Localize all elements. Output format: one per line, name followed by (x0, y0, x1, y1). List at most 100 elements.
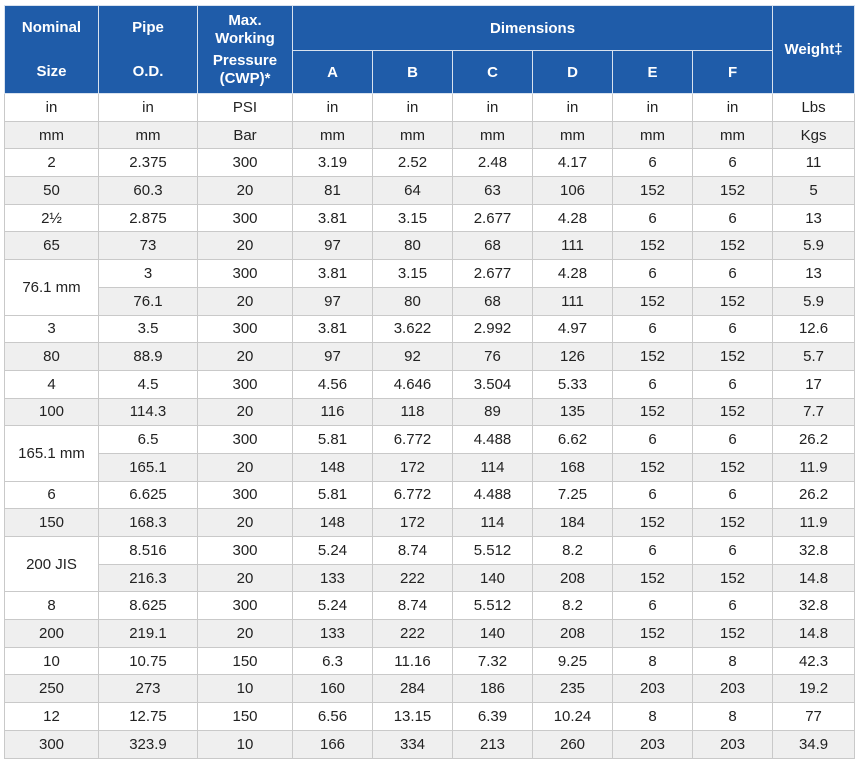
data-cell: 172 (372, 452, 453, 482)
data-row: 76.1 mm 3 300 3.81 3.15 2.677 4.28 6 6 13 (4, 259, 856, 316)
data-cell: 6 (691, 148, 774, 178)
spec-table: Nominal Size Pipe O.D. Max. Working Pressur… (4, 5, 856, 759)
data-row: 10 10.75 150 6.3 11.16 7.32 9.25 8 8 42.3 (4, 646, 856, 676)
data-cell: 97 (292, 231, 373, 261)
data-cell: 6 (691, 203, 774, 233)
data-cell: 11 (772, 148, 856, 178)
data-row: 165.1 mm 6.5 300 5.81 6.772 4.488 6.62 6 6 26.2 (4, 425, 856, 482)
data-cell: 152 (612, 176, 693, 205)
data-cell: 6 (691, 480, 774, 510)
data-cell: 165.1 (98, 452, 198, 482)
data-cell: 88.9 (98, 342, 198, 371)
data-cell: 6 (691, 259, 774, 288)
data-cell: 6.772 (372, 425, 453, 454)
data-cell: 26.2 (772, 480, 856, 510)
data-cell: 2.52 (372, 148, 453, 178)
data-cell: 20 (197, 286, 293, 316)
data-cell: 20 (197, 176, 293, 205)
unit-cell: mm (612, 120, 693, 150)
data-row: 80 88.9 20 97 92 76 126 152 152 5.7 (4, 342, 856, 371)
data-cell: 140 (452, 563, 533, 593)
data-cell: 10 (4, 646, 99, 676)
unit-row: in in PSI in in in in in in Lbs (4, 93, 856, 122)
data-cell: 5.512 (452, 536, 533, 565)
data-cell: 3.81 (292, 314, 373, 344)
data-cell: 20 (197, 619, 293, 648)
header-cell: Weight‡ (772, 5, 856, 94)
data-cell: 8.74 (372, 591, 453, 621)
data-cell: 8.625 (98, 591, 198, 621)
data-cell: 77 (772, 702, 856, 731)
data-cell: 168 (532, 452, 613, 482)
data-cell: 6.5 (98, 425, 198, 454)
header-cell: Max. Working Pressure (CWP)* (197, 5, 293, 94)
data-cell: 8 (691, 646, 774, 676)
data-cell: 168.3 (98, 508, 198, 537)
data-cell: 273 (98, 674, 198, 704)
data-cell: 160 (292, 674, 373, 704)
data-cell: 300 (197, 148, 293, 178)
data-cell: 300 (197, 536, 293, 565)
data-cell: 76 (452, 342, 533, 371)
data-cell: 5.9 (772, 231, 856, 261)
header-text: O.D. (132, 62, 164, 80)
data-row: 2½ 2.875 300 3.81 3.15 2.677 4.28 6 6 13 (4, 203, 856, 233)
data-row: 300 323.9 10 166 334 213 260 203 203 34.9 (4, 729, 856, 759)
data-cell: 92 (372, 342, 453, 371)
data-cell: 97 (292, 342, 373, 371)
data-cell: 11.9 (772, 508, 856, 537)
data-cell: 152 (612, 342, 693, 371)
data-cell: 148 (292, 508, 373, 537)
data-cell: 42.3 (772, 646, 856, 676)
data-cell: 7.32 (452, 646, 533, 676)
data-row: 2 2.375 300 3.19 2.52 2.48 4.17 6 6 11 (4, 148, 856, 178)
data-cell: 10 (197, 674, 293, 704)
data-cell: 10.24 (532, 702, 613, 731)
unit-cell: in (691, 93, 774, 122)
data-cell: 2½ (4, 203, 99, 233)
data-cell: 2.48 (452, 148, 533, 178)
data-cell: 152 (612, 452, 693, 482)
unit-cell: mm (452, 120, 533, 150)
data-cell: 284 (372, 674, 453, 704)
data-cell: 4.28 (532, 203, 613, 233)
data-cell: 4.28 (532, 259, 613, 288)
data-cell: 3.5 (98, 314, 198, 344)
data-cell: 203 (612, 674, 693, 704)
data-cell: 172 (372, 508, 453, 537)
data-cell: 100 (4, 397, 99, 427)
data-cell: 8 (612, 702, 693, 731)
data-cell: 203 (612, 729, 693, 759)
data-cell: 6 (691, 369, 774, 399)
data-cell: 152 (691, 508, 774, 537)
data-cell: 135 (532, 397, 613, 427)
data-cell: 32.8 (772, 536, 856, 565)
data-cell: 7.7 (772, 397, 856, 427)
data-cell: 12.75 (98, 702, 198, 731)
unit-cell: in (292, 93, 373, 122)
data-cell: 13 (772, 259, 856, 288)
data-cell: 20 (197, 452, 293, 482)
data-cell: 20 (197, 508, 293, 537)
data-cell: 6 (691, 314, 774, 344)
header-text: Nominal (21, 18, 82, 36)
data-cell: 5.24 (292, 591, 373, 621)
data-cell: 114.3 (98, 397, 198, 427)
data-cell: 165.1 mm (4, 425, 99, 482)
data-cell: 60.3 (98, 176, 198, 205)
data-cell: 219.1 (98, 619, 198, 648)
header-cell: B (372, 50, 453, 94)
data-cell: 65 (4, 231, 99, 261)
data-cell: 5.81 (292, 425, 373, 454)
data-row: 200 JIS 8.516 300 5.24 8.74 5.512 8.2 6 6 32.8 (4, 535, 856, 593)
data-row: 216.3 20 133 222 140 208 152 152 14.8 (5, 563, 856, 593)
data-cell: 152 (612, 286, 693, 316)
unit-cell: mm (532, 120, 613, 150)
data-cell: 118 (372, 397, 453, 427)
data-cell: 14.8 (772, 563, 856, 593)
unit-cell: mm (98, 120, 198, 150)
data-cell: 8.2 (532, 536, 613, 565)
data-cell: 2.992 (452, 314, 533, 344)
data-cell: 97 (292, 286, 373, 316)
data-cell: 19.2 (772, 674, 856, 704)
